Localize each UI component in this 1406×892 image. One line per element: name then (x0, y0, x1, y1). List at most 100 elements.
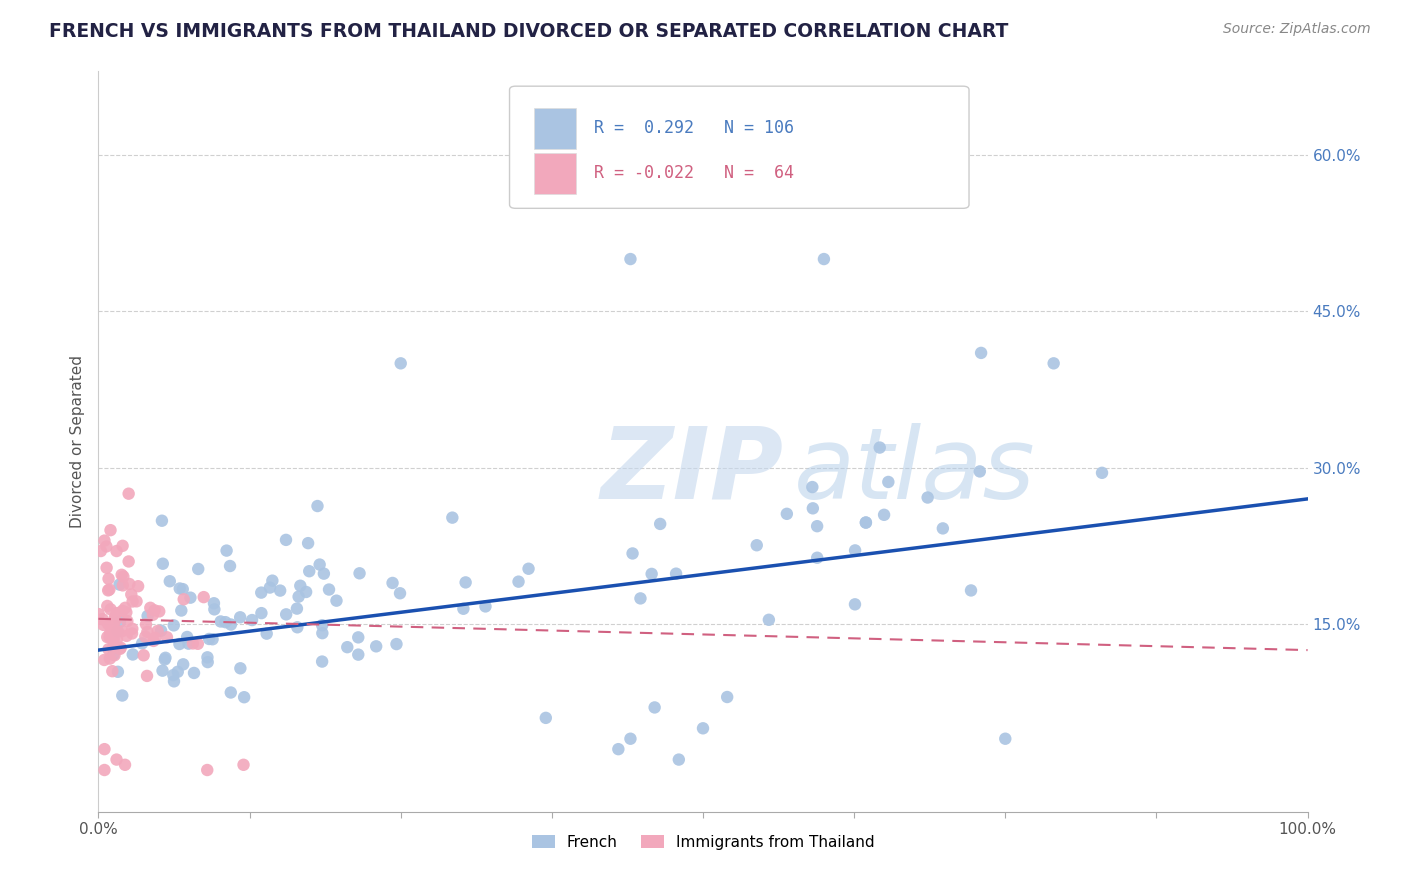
Point (87, 607, 110, 621)
Point (176, 630, 198, 644)
Point (441, 510, 464, 524)
Point (311, 626, 333, 640)
Point (534, 711, 557, 725)
Point (163, 618, 186, 632)
Point (274, 533, 297, 547)
Point (813, 252, 835, 266)
Point (166, 665, 188, 679)
Point (93, 742, 115, 756)
Point (621, 546, 644, 560)
Point (209, 615, 232, 629)
Point (143, 603, 166, 617)
Point (135, 617, 157, 632)
Point (308, 558, 330, 572)
Point (103, 648, 125, 662)
Point (90, 544, 112, 558)
Point (111, 578, 134, 592)
Point (112, 569, 135, 583)
Point (98, 626, 121, 640)
Point (114, 757, 136, 772)
Point (120, 587, 142, 601)
Text: R = -0.022   N =  64: R = -0.022 N = 64 (595, 164, 794, 182)
Point (229, 661, 252, 675)
Point (311, 655, 333, 669)
Point (844, 597, 866, 611)
Point (381, 576, 404, 591)
Point (98, 651, 121, 665)
Point (121, 648, 143, 662)
Point (295, 585, 318, 599)
Point (100, 602, 122, 616)
Point (150, 624, 173, 638)
Point (644, 700, 666, 714)
Point (146, 624, 169, 638)
Point (105, 544, 128, 558)
Point (108, 577, 131, 591)
Point (640, 566, 662, 581)
Point (96, 560, 118, 574)
Point (994, 731, 1017, 746)
Point (98, 582, 121, 597)
Point (111, 567, 134, 582)
Point (108, 615, 131, 629)
FancyBboxPatch shape (534, 109, 576, 149)
Point (177, 637, 200, 651)
Point (97, 572, 120, 586)
Point (776, 507, 799, 521)
Point (219, 685, 242, 699)
Point (311, 618, 333, 632)
Point (307, 499, 329, 513)
Point (517, 562, 540, 576)
Point (259, 581, 281, 595)
Point (155, 650, 177, 665)
Text: ZIP: ZIP (600, 423, 783, 520)
Point (108, 641, 131, 656)
Point (193, 590, 215, 604)
Point (115, 605, 138, 619)
Point (290, 579, 312, 593)
Point (215, 543, 238, 558)
Point (745, 538, 768, 552)
Point (134, 630, 156, 644)
Point (325, 593, 347, 607)
Point (650, 516, 672, 531)
Text: Source: ZipAtlas.com: Source: ZipAtlas.com (1223, 22, 1371, 37)
Point (173, 592, 195, 607)
Point (152, 557, 174, 571)
Point (169, 637, 191, 651)
Point (692, 721, 714, 735)
Point (758, 613, 780, 627)
Point (111, 624, 134, 639)
Point (877, 475, 900, 489)
Point (508, 574, 530, 589)
Point (619, 252, 641, 266)
Point (385, 637, 408, 651)
Point (132, 648, 155, 663)
Point (534, 179, 557, 194)
Point (298, 564, 321, 578)
Point (214, 615, 236, 630)
Point (285, 601, 308, 615)
Point (229, 610, 252, 624)
Point (873, 508, 896, 522)
Point (801, 501, 824, 516)
Point (969, 465, 991, 479)
Point (256, 626, 278, 640)
Point (110, 640, 132, 655)
Point (142, 607, 165, 622)
Point (960, 583, 983, 598)
Point (125, 594, 148, 608)
Point (107, 624, 129, 639)
Point (172, 657, 194, 672)
Point (183, 665, 205, 680)
Point (121, 594, 143, 608)
Point (869, 441, 891, 455)
Point (103, 648, 125, 663)
Point (148, 604, 170, 618)
Point (136, 624, 159, 639)
Point (91, 617, 114, 632)
Point (139, 600, 162, 615)
Point (195, 763, 218, 777)
Point (197, 650, 219, 665)
Point (111, 604, 134, 618)
